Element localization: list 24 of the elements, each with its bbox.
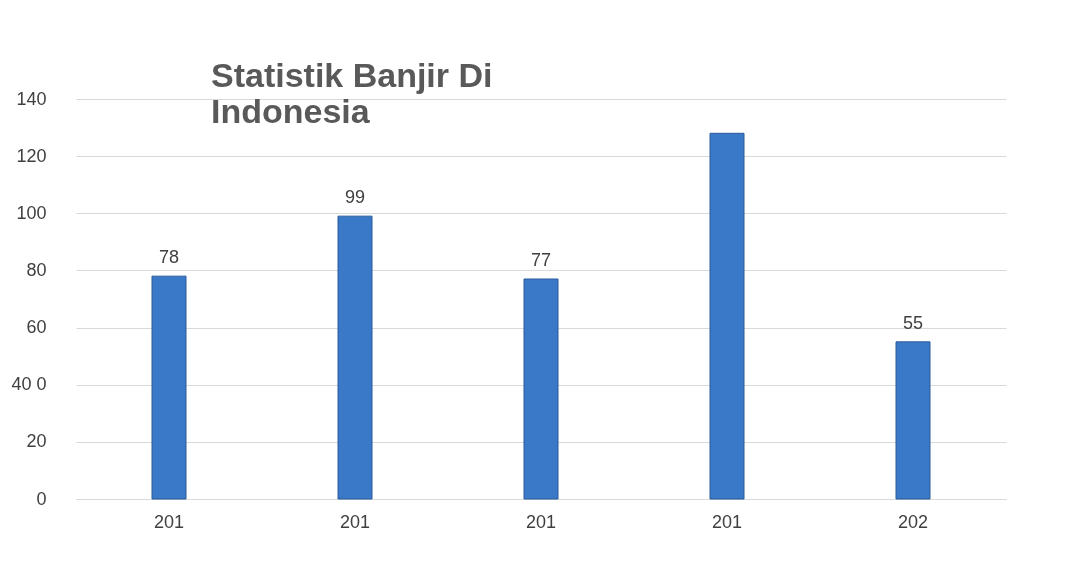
data-label: 55	[902, 312, 924, 333]
y-tick-label: 100	[16, 202, 47, 223]
y-tick-label: 120	[16, 145, 47, 166]
bar	[709, 132, 745, 500]
bar	[151, 275, 187, 500]
x-tick-label: 201	[525, 511, 557, 532]
y-tick-label: 80	[26, 259, 47, 280]
x-tick-label: 202	[897, 511, 929, 532]
x-tick-label: 201	[153, 511, 185, 532]
data-label: 99	[344, 187, 366, 208]
y-tick-label: 0	[36, 488, 47, 509]
y-tick-label: 140	[16, 88, 47, 109]
bar	[895, 341, 931, 500]
bar	[523, 278, 559, 500]
data-label: 78	[158, 247, 180, 268]
y-tick-label: 20	[26, 431, 47, 452]
x-tick-label: 201	[339, 511, 371, 532]
text: Indonesia	[210, 92, 370, 130]
y-tick-label: 40 0	[11, 374, 47, 395]
data-label: 77	[530, 250, 552, 270]
y-tick-label: 60	[26, 317, 47, 338]
bar	[337, 215, 373, 500]
x-tick-label: 201	[711, 511, 743, 532]
text: Statistik Banjir Di	[210, 56, 493, 94]
